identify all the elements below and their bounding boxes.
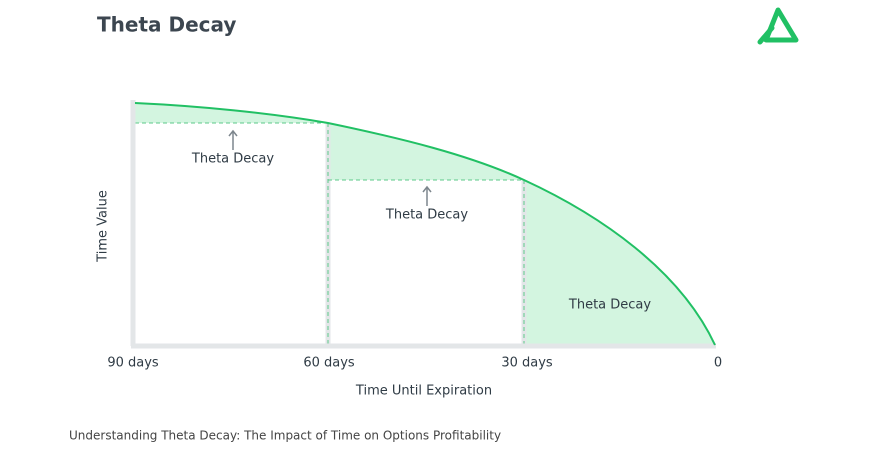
title: Theta Decay: [97, 13, 236, 37]
arrows: [228, 129, 432, 206]
axes: [130, 100, 716, 349]
dashed-guides: [135, 122, 525, 345]
annotation: Theta Decay: [385, 208, 468, 223]
x-label: 90 days: [107, 356, 159, 371]
annotation: Theta Decay: [191, 152, 274, 167]
caption: Understanding Theta Decay: The Impact of…: [69, 429, 501, 443]
annotation: Theta Decay: [568, 298, 651, 313]
x-axis-title: Time Until Expiration: [355, 384, 492, 399]
x-label: 0: [714, 356, 722, 371]
logo: [757, 7, 799, 45]
decay-areas: [135, 103, 715, 345]
y-axis-title: Time Value: [96, 190, 111, 263]
x-label: 30 days: [501, 356, 553, 371]
x-label: 60 days: [303, 356, 355, 371]
decay-curve: [134, 102, 716, 346]
